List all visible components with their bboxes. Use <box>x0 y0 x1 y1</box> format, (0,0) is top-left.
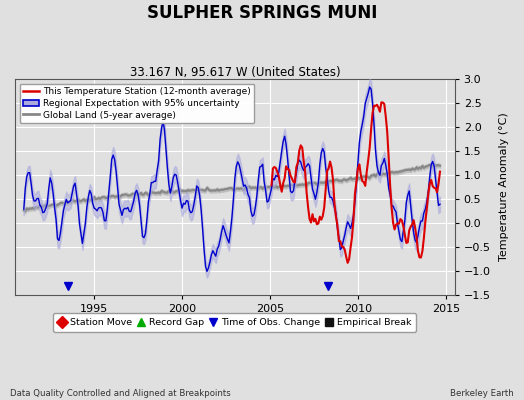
Text: Berkeley Earth: Berkeley Earth <box>450 389 514 398</box>
Y-axis label: Temperature Anomaly (°C): Temperature Anomaly (°C) <box>499 113 509 262</box>
Title: 33.167 N, 95.617 W (United States): 33.167 N, 95.617 W (United States) <box>129 66 340 79</box>
Text: Data Quality Controlled and Aligned at Breakpoints: Data Quality Controlled and Aligned at B… <box>10 389 231 398</box>
Legend: Station Move, Record Gap, Time of Obs. Change, Empirical Break: Station Move, Record Gap, Time of Obs. C… <box>53 313 416 332</box>
Text: SULPHER SPRINGS MUNI: SULPHER SPRINGS MUNI <box>147 4 377 22</box>
